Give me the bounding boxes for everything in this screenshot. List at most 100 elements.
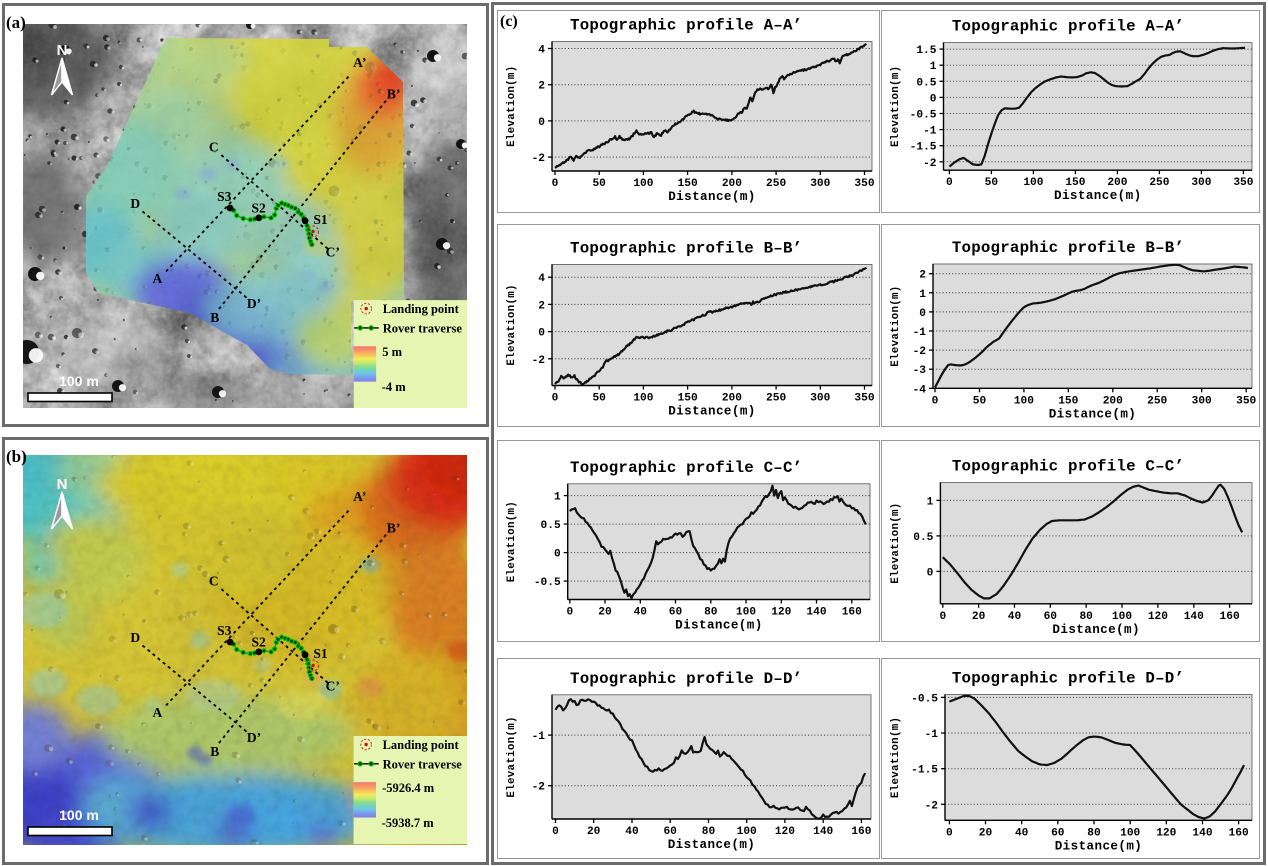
svg-text:20: 20 [978,827,992,839]
svg-text:S2: S2 [251,634,266,649]
svg-text:300: 300 [810,393,830,405]
svg-text:Landing point: Landing point [383,302,460,316]
svg-text:-5926.4 m: -5926.4 m [382,781,435,795]
svg-text:150: 150 [1058,395,1078,407]
svg-text:0: 0 [946,177,953,189]
svg-text:300: 300 [1191,395,1211,407]
svg-text:20: 20 [971,610,985,622]
svg-text:350: 350 [1233,177,1253,189]
svg-text:B: B [210,744,219,759]
svg-text:50: 50 [984,177,998,189]
svg-text:S3: S3 [217,189,232,204]
svg-text:S2: S2 [251,200,266,215]
svg-text:Distance(m): Distance(m) [668,405,756,419]
svg-text:20: 20 [586,826,600,838]
svg-text:300: 300 [1191,177,1211,189]
svg-text:200: 200 [721,178,741,190]
svg-text:Distance(m): Distance(m) [668,190,756,204]
svg-text:D: D [130,196,140,211]
svg-text:-3: -3 [912,365,926,377]
svg-text:50: 50 [972,395,986,407]
svg-text:100: 100 [1111,610,1131,622]
svg-text:100 m: 100 m [59,807,99,823]
svg-text:0: 0 [939,610,946,622]
svg-text:60: 60 [1043,610,1057,622]
svg-text:120: 120 [771,606,791,618]
svg-text:Distance(m): Distance(m) [1052,622,1140,636]
svg-text:80: 80 [701,826,715,838]
svg-text:-0.5: -0.5 [911,693,938,705]
svg-text:160: 160 [851,826,871,838]
svg-text:Elevation(m): Elevation(m) [890,65,902,146]
svg-text:Elevation(m): Elevation(m) [506,716,518,797]
svg-text:4: 4 [538,44,545,56]
svg-text:1: 1 [919,289,926,301]
svg-text:20: 20 [598,606,612,618]
svg-text:1: 1 [553,491,560,503]
svg-text:60: 60 [1051,827,1065,839]
svg-text:0: 0 [552,826,559,838]
svg-text:1: 1 [929,61,936,73]
svg-text:-2: -2 [531,153,545,165]
svg-text:N: N [57,42,68,59]
svg-text:S1: S1 [313,212,328,227]
svg-text:C: C [209,574,219,589]
svg-text:Topographic profile B–B’: Topographic profile B–B’ [951,239,1183,257]
svg-text:0: 0 [538,328,545,340]
svg-text:0: 0 [551,393,558,405]
svg-text:Distance(m): Distance(m) [667,838,755,852]
svg-text:250: 250 [1147,395,1167,407]
svg-text:120: 120 [774,826,794,838]
svg-text:80: 80 [1079,610,1093,622]
svg-text:0: 0 [566,606,573,618]
svg-text:50: 50 [592,393,606,405]
svg-text:-0.5: -0.5 [909,109,936,121]
svg-text:0.5: 0.5 [916,77,936,89]
svg-text:80: 80 [704,606,718,618]
svg-text:B’: B’ [387,86,401,101]
svg-text:-0.5: -0.5 [533,577,560,589]
svg-text:C: C [209,140,219,155]
svg-text:0.5: 0.5 [540,520,560,532]
svg-text:Distance(m): Distance(m) [1054,189,1142,203]
svg-text:-2: -2 [531,355,545,367]
svg-text:D’: D’ [247,730,261,745]
svg-text:-1: -1 [912,327,926,339]
svg-text:-2: -2 [923,157,937,169]
svg-text:160: 160 [841,606,861,618]
svg-text:100: 100 [1013,395,1033,407]
svg-text:N: N [57,476,68,493]
svg-text:150: 150 [677,393,697,405]
svg-text:-2: -2 [531,781,545,793]
svg-text:Topographic profile D–D’: Topographic profile D–D’ [570,669,802,687]
svg-text:Elevation(m): Elevation(m) [890,716,902,797]
svg-text:60: 60 [668,606,682,618]
svg-text:150: 150 [677,178,697,190]
svg-text:Topographic profile A–A’: Topographic profile A–A’ [570,16,802,34]
svg-text:0: 0 [926,567,933,579]
svg-text:160: 160 [1219,610,1239,622]
svg-text:Distance(m): Distance(m) [1054,839,1142,853]
svg-text:-1.5: -1.5 [909,141,936,153]
svg-text:Distance(m): Distance(m) [1048,407,1136,421]
svg-text:200: 200 [1107,177,1127,189]
svg-text:-4: -4 [912,384,926,396]
svg-text:1: 1 [926,496,933,508]
svg-text:140: 140 [806,606,826,618]
svg-text:-2: -2 [912,346,926,358]
svg-text:200: 200 [1102,395,1122,407]
svg-text:120: 120 [1147,610,1167,622]
svg-text:0: 0 [931,395,938,407]
svg-text:-1.5: -1.5 [911,764,938,776]
svg-text:B: B [210,310,219,325]
svg-text:80: 80 [1087,827,1101,839]
svg-text:D: D [130,630,140,645]
svg-text:S1: S1 [313,646,328,661]
svg-text:Topographic profile C–C’: Topographic profile C–C’ [951,457,1183,475]
svg-text:-4 m: -4 m [382,380,407,394]
svg-text:0: 0 [929,93,936,105]
svg-text:0: 0 [946,827,953,839]
svg-text:4: 4 [538,273,545,285]
svg-text:Rover traverse: Rover traverse [383,321,463,335]
svg-text:40: 40 [1014,827,1028,839]
